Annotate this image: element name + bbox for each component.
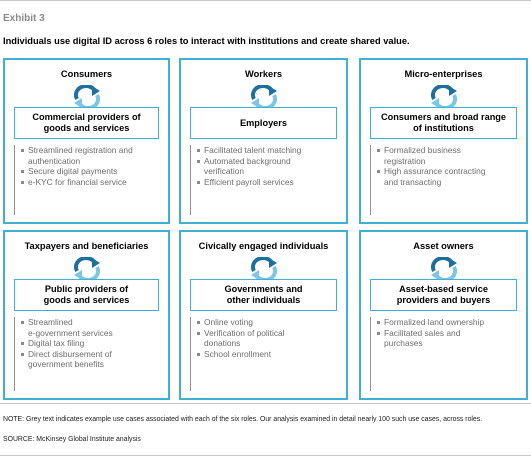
role-panel-civically-engaged-individuals: Civically engaged individuals Government…	[179, 230, 348, 400]
cycle-arrows-icon	[429, 255, 459, 283]
cycle-arrows-icon	[249, 255, 279, 283]
role-panel-workers: Workers Employers Facilitated talent matc…	[179, 58, 348, 224]
use-case-line: Streamlined	[28, 317, 73, 327]
role-panel-consumers: Consumers Commercial providers of goods a…	[3, 58, 170, 224]
use-case-item: Formalized business registration	[377, 145, 517, 166]
use-case-list: Streamlined e-government services Digital …	[14, 317, 159, 391]
use-case-line: High assurance contracting	[384, 166, 486, 176]
use-case-line: Online voting	[204, 317, 253, 327]
use-case-line: Digital tax filing	[28, 338, 85, 348]
institution-box: Governments and other individuals	[190, 279, 337, 311]
use-case-line: Direct disbursement of	[28, 348, 112, 359]
use-case-line: donations	[204, 338, 241, 348]
institution-line: goods and services	[43, 295, 130, 305]
use-case-line: Automated background	[204, 155, 291, 166]
institution-line: Public providers of	[44, 284, 129, 294]
use-case-item: School enrollment	[197, 349, 337, 360]
institution-line: goods and services	[43, 123, 130, 133]
use-case-line: e-government services	[28, 327, 113, 338]
use-case-item: Streamlined registration and authenticati…	[21, 145, 159, 166]
role-title: Consumers	[60, 69, 113, 79]
use-case-item: Direct disbursement of government benefit…	[21, 349, 159, 370]
use-case-line: authentication	[28, 155, 81, 166]
top-rule	[0, 0, 531, 1]
role-panel-micro-enterprises: Micro-enterprises Consumers and broad ra…	[359, 58, 528, 224]
exhibit-label: Exhibit 3	[3, 13, 45, 24]
institution-box: Commercial providers of goods and service…	[14, 107, 159, 139]
use-case-line: Facilitated sales and	[384, 327, 461, 338]
use-case-line: Secure digital payments	[28, 166, 118, 176]
institution-line: Governments and	[224, 284, 303, 294]
use-case-list: Streamlined registration and authenticati…	[14, 145, 159, 215]
use-case-item: Efficient payroll services	[197, 177, 337, 188]
use-case-item: Digital tax filing	[21, 338, 159, 349]
use-case-line: Streamlined registration and	[28, 145, 133, 155]
use-case-line: and transacting	[384, 176, 442, 187]
use-case-item: Streamlined e-government services	[21, 317, 159, 338]
use-case-line: Verification of political	[204, 327, 285, 338]
role-title: Workers	[244, 69, 283, 79]
use-case-line: registration	[384, 155, 426, 166]
source-text: SOURCE: McKinsey Global Institute analys…	[3, 436, 141, 443]
role-title: Micro-enterprises	[404, 69, 483, 79]
use-case-item: High assurance contracting and transactin…	[377, 166, 517, 187]
role-title: Civically engaged individuals	[198, 241, 329, 251]
institution-box: Employers	[190, 107, 337, 139]
institution-box: Consumers and broad range of institutions	[370, 107, 517, 139]
role-panel-taxpayers-and-beneficiaries: Taxpayers and beneficiaries Public provi…	[3, 230, 170, 400]
use-case-item: Facilitated sales and purchases	[377, 328, 517, 349]
use-case-list: Formalized land ownership Facilitated sal…	[370, 317, 517, 391]
cycle-arrows-icon	[72, 255, 102, 283]
headline: Individuals use digital ID across 6 role…	[3, 36, 410, 46]
cycle-arrows-icon	[72, 83, 102, 111]
use-case-line: Facilitated talent matching	[204, 145, 302, 155]
use-case-line: School enrollment	[204, 348, 272, 359]
use-case-line: verification	[204, 166, 245, 176]
use-case-item: Verification of political donations	[197, 328, 337, 349]
note-text: NOTE: Grey text indicates example use ca…	[3, 416, 483, 423]
use-case-line: Efficient payroll services	[204, 176, 294, 187]
role-title: Asset owners	[413, 241, 474, 251]
use-case-line: e-KYC for financial service	[28, 176, 127, 187]
use-case-line: government benefits	[28, 359, 104, 369]
use-case-item: Secure digital payments	[21, 166, 159, 177]
cycle-arrows-icon	[249, 83, 279, 111]
role-panel-asset-owners: Asset owners Asset-based service provider…	[359, 230, 528, 400]
use-case-line: Formalized land ownership	[384, 317, 485, 327]
institution-line: Asset-based service	[399, 284, 488, 294]
role-title: Taxpayers and beneficiaries	[24, 241, 149, 251]
institution-line: other individuals	[226, 295, 301, 305]
use-case-item: Facilitated talent matching	[197, 145, 337, 156]
use-case-line: purchases	[384, 338, 423, 348]
institution-box: Public providers of goods and services	[14, 279, 159, 311]
footer-divider	[0, 403, 531, 404]
use-case-item: Formalized land ownership	[377, 317, 517, 328]
institution-box: Asset-based service providers and buyers	[370, 279, 517, 311]
institution-line: Commercial providers of	[32, 112, 141, 122]
use-case-item: Automated background verification	[197, 156, 337, 177]
use-case-item: e-KYC for financial service	[21, 177, 159, 188]
use-case-item: Online voting	[197, 317, 337, 328]
institution-line: providers and buyers	[396, 295, 491, 305]
use-case-line: Formalized business	[384, 145, 461, 155]
use-case-list: Online voting Verification of political do…	[190, 317, 337, 391]
institution-line: Consumers and broad range	[380, 112, 507, 122]
use-case-list: Facilitated talent matching Automated bac…	[190, 145, 337, 215]
cycle-arrows-icon	[429, 83, 459, 111]
bottom-rule	[0, 455, 531, 456]
use-case-list: Formalized business registration High assu…	[370, 145, 517, 215]
institution-line: Employers	[240, 117, 287, 128]
institution-line: of institutions	[413, 123, 474, 133]
